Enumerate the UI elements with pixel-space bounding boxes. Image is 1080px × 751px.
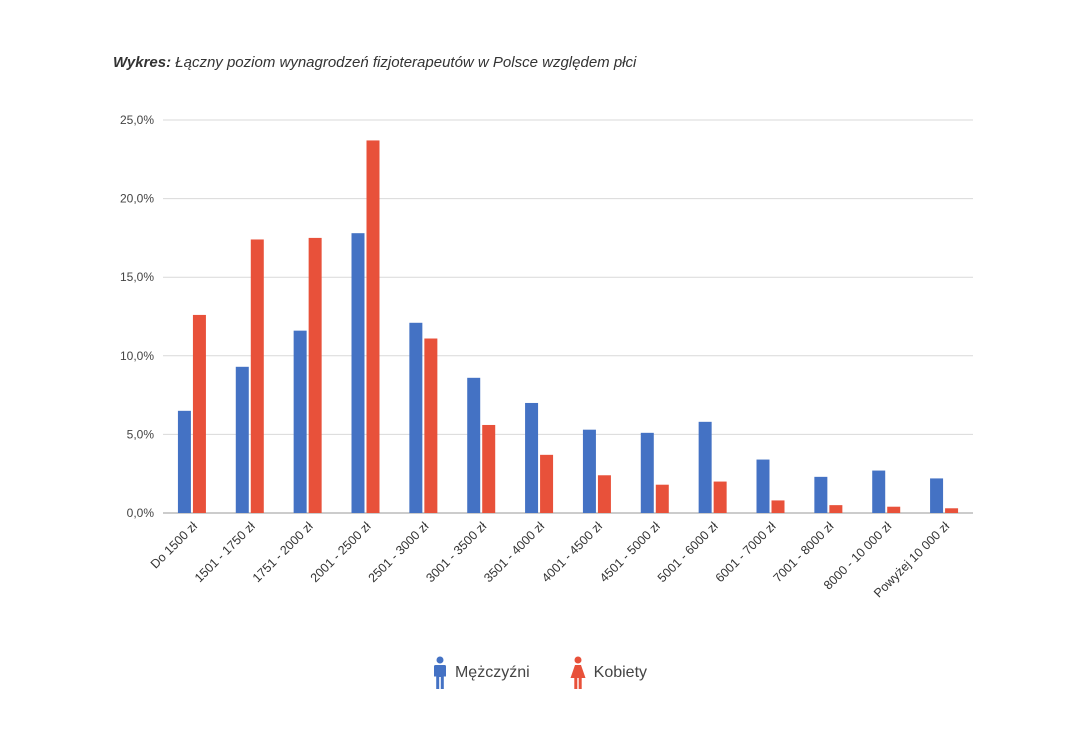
x-category-label: 7001 - 8000 zł	[771, 519, 837, 585]
bar-men	[177, 410, 191, 513]
legend: Mężczyźni Kobiety	[0, 656, 1080, 690]
bar-women	[655, 484, 669, 513]
bar-women	[829, 505, 843, 513]
chart-title-text: Łączny poziom wynagrodzeń fizjoterapeutó…	[175, 54, 637, 71]
bar-men	[872, 470, 886, 513]
bar-women	[250, 239, 264, 514]
bar-men	[698, 421, 712, 513]
y-tick-label: 0,0%	[127, 506, 155, 520]
x-category-label: 3001 - 3500 zł	[423, 519, 489, 585]
bar-women	[366, 140, 380, 513]
bar-women	[771, 500, 785, 513]
legend-label-men: Mężczyźni	[454, 664, 530, 681]
legend-item-men[interactable]: Mężczyźni	[433, 656, 530, 690]
x-category-label: 3501 - 4000 zł	[481, 519, 547, 585]
y-tick-label: 20,0%	[120, 192, 154, 206]
x-category-label: 6001 - 7000 zł	[713, 519, 779, 585]
bar-men	[409, 322, 423, 513]
bar-women	[713, 481, 727, 513]
chart-title-prefix: Wykres:	[113, 54, 172, 71]
bar-men	[930, 478, 944, 513]
chart-title: Wykres: Łączny poziom wynagrodzeń fizjot…	[113, 54, 636, 71]
bar-women	[424, 338, 438, 513]
man-icon	[433, 656, 446, 689]
bar-women	[945, 508, 959, 513]
bar-women	[308, 237, 322, 513]
bar-women	[597, 475, 611, 513]
x-category-label: 4001 - 4500 zł	[539, 519, 605, 585]
bar-men	[351, 233, 365, 513]
x-category-label: 1501 - 1750 zł	[192, 519, 258, 585]
y-tick-label: 15,0%	[120, 270, 154, 284]
bar-men	[467, 377, 481, 513]
bar-women	[192, 314, 206, 513]
bar-women	[482, 424, 496, 513]
y-tick-label: 5,0%	[127, 427, 155, 441]
bar-men	[293, 330, 307, 513]
x-category-label: 2501 - 3000 zł	[366, 519, 432, 585]
y-tick-label: 10,0%	[120, 349, 154, 363]
x-category-label: 5001 - 6000 zł	[655, 519, 721, 585]
x-category-label: 4501 - 5000 zł	[597, 519, 663, 585]
x-category-label: 1751 - 2000 zł	[250, 519, 316, 585]
bar-men	[235, 366, 249, 513]
y-tick-label: 25,0%	[120, 113, 154, 127]
bar-men	[640, 432, 654, 513]
woman-icon	[570, 656, 586, 689]
legend-label-women: Kobiety	[593, 664, 648, 681]
bar-men	[814, 476, 828, 513]
bar-men	[525, 402, 539, 513]
bar-women	[540, 454, 554, 513]
bar-men	[582, 429, 596, 513]
x-category-label: Do 1500 zł	[148, 519, 200, 571]
bar-men	[756, 459, 770, 513]
x-category-label: 2001 - 2500 zł	[308, 519, 374, 585]
legend-item-women[interactable]: Kobiety	[570, 656, 647, 690]
bar-women	[887, 506, 901, 513]
